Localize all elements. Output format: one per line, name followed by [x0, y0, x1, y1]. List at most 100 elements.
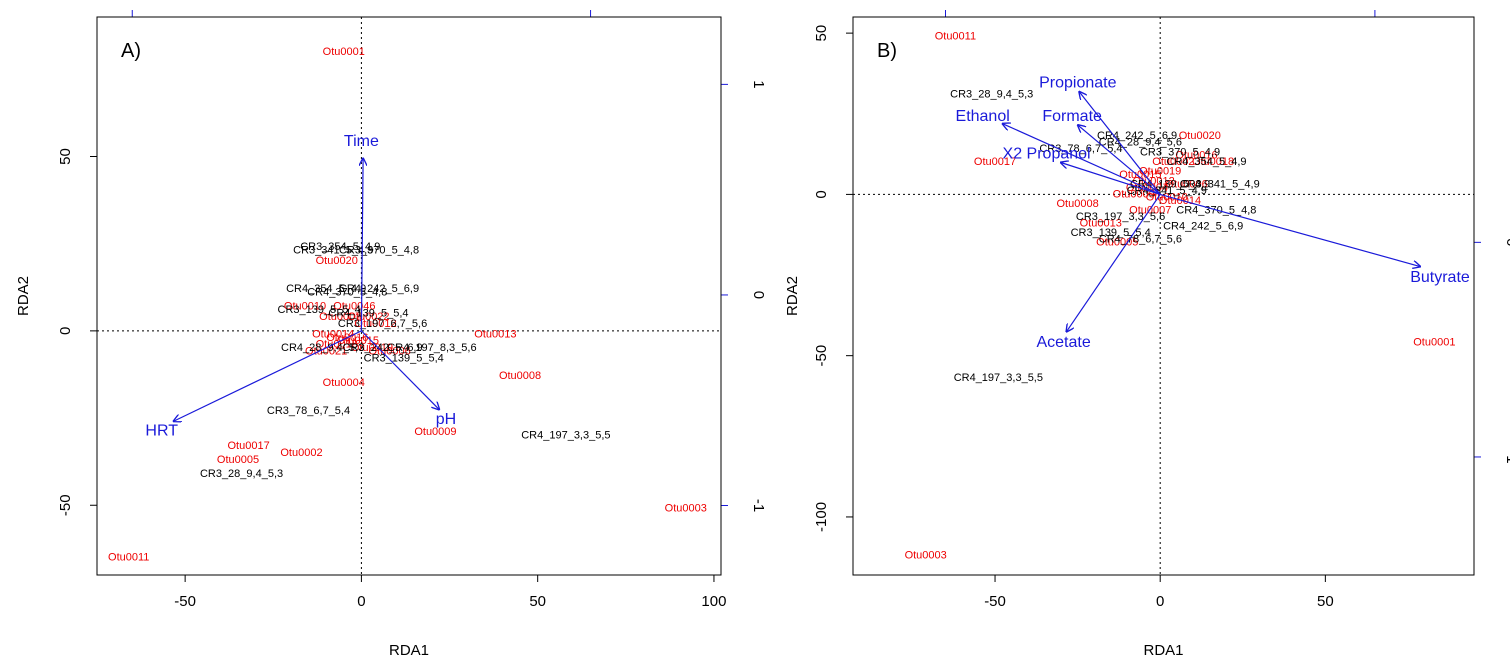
x-axis-label: RDA1 — [1143, 642, 1183, 659]
species-label: Otu0013 — [1080, 217, 1122, 229]
site-label: CR4_242_5_6,9 — [1163, 221, 1243, 233]
species-label: Otu0005 — [217, 454, 259, 466]
x-tick-label: 50 — [1317, 593, 1334, 610]
biplot-arrow — [1003, 124, 1161, 195]
y-tick-label: -100 — [813, 502, 830, 532]
species-label: Otu0006 — [1166, 179, 1208, 191]
y-axis-label: RDA2 — [784, 276, 801, 316]
species-label: Otu0012 — [1132, 175, 1174, 187]
biplot-label: Acetate — [1036, 334, 1090, 351]
right-axis-tick-label: 1 — [750, 80, 767, 88]
plot-frame — [852, 16, 1475, 576]
biplot-label: Ethanol — [956, 108, 1010, 125]
species-label: Otu0014 — [312, 328, 354, 340]
species-label: Otu0021 — [305, 346, 347, 358]
site-label: CR3_139_5_5,4 — [1071, 227, 1151, 239]
species-label: Otu0012 — [354, 318, 396, 330]
site-label: CR4_28_9,4_5,6 — [1099, 137, 1182, 149]
species-label: Otu0008 — [499, 370, 541, 382]
species-label: Otu0014 — [1159, 195, 1201, 207]
panel-label: B) — [877, 40, 897, 62]
site-label: CR4_139_5_5,4 — [328, 307, 408, 319]
biplot-label: X2 Propanol — [1003, 145, 1091, 162]
site-label: CR3_28_9,4_5,3 — [950, 88, 1033, 100]
site-label: CR4_78_6,7_5,6 — [1099, 233, 1182, 245]
species-label: Otu0019 — [1139, 166, 1181, 178]
species-label: Otu0005 — [1096, 237, 1138, 249]
site-label: CR4_28_9,4_5,3 — [281, 342, 364, 354]
biplot-arrow — [1160, 193, 1420, 266]
biplot-label: Formate — [1042, 108, 1102, 125]
site-label: CR3_370_5_4,9 — [1140, 146, 1220, 158]
panel-b: -1 0 -50 0 50 -100 -50 0 50 RDA1 RDA2 B) Otu0011 Otu0… — [784, 10, 1510, 659]
y-tick-label: -50 — [813, 345, 830, 367]
site-label: CR3_341_5_4,9 — [293, 245, 373, 257]
right-axis-tick-label: -1 — [1503, 450, 1510, 463]
y-tick-label: 50 — [57, 148, 74, 165]
site-label: CR4_354_5_4,9 — [1166, 156, 1246, 168]
biplot-label: Propionate — [1039, 75, 1116, 92]
species-label: Otu0004 — [323, 377, 365, 389]
species-label: Otu0002 — [280, 447, 322, 459]
biplot-arrow — [1061, 162, 1161, 195]
species-label: Otu0020 — [316, 255, 358, 267]
plot-frame — [96, 16, 722, 576]
species-label: Otu0016 — [1175, 150, 1217, 162]
y-tick-label: 0 — [57, 327, 74, 335]
species-label: Otu0010 — [284, 300, 326, 312]
species-label: Otu0003 — [905, 550, 947, 562]
species-label: Otu0009 — [1113, 188, 1155, 200]
species-label: Otu0018 — [1192, 156, 1234, 168]
species-label: Otu0017 — [974, 156, 1016, 168]
biplot-label: HRT — [145, 423, 178, 440]
species-label: Otu0008 — [1057, 198, 1099, 210]
species-label: Otu0017 — [227, 440, 269, 452]
species-label: Otu0046 — [333, 300, 375, 312]
species-label: Otu0001 — [323, 46, 365, 58]
y-axis-label: RDA2 — [15, 276, 32, 316]
biplot-arrow — [1078, 125, 1161, 195]
species-label: Otu0015 — [1119, 169, 1161, 181]
species-label: Otu0003 — [665, 503, 707, 515]
site-label: CR3_197_3,3_5,6 — [1076, 211, 1165, 223]
species-label: Otu0011 — [108, 551, 149, 563]
species-label: Otu0007 — [319, 311, 361, 323]
biplot-label: Time — [344, 133, 379, 150]
right-axis-tick-label: 0 — [1503, 238, 1510, 246]
site-label: CR4_242_5_6,9 — [339, 283, 419, 295]
y-tick-label: 0 — [813, 190, 830, 198]
species-label: Otu0001 — [1413, 337, 1455, 349]
right-axis-tick-label: 0 — [750, 291, 767, 299]
y-tick-label: 50 — [813, 25, 830, 42]
site-label: CR4_370_5_4,8 — [307, 286, 387, 298]
biplot-arrow — [174, 330, 362, 421]
site-label: CR4_197_3,3_5,5 — [954, 372, 1043, 384]
species-label: Otu0007 — [1129, 204, 1171, 216]
site-label: CR3_242_5_6,9 — [342, 342, 422, 354]
site-label: CR3_28_9,4_5,3 — [200, 468, 283, 480]
x-tick-label: 100 — [701, 593, 726, 610]
biplot-arrow — [1079, 92, 1161, 195]
species-label: Otu0009 — [414, 426, 456, 438]
site-label: CR4_197_3,3_5,5 — [521, 429, 610, 441]
right-axis-tick-label: -1 — [750, 499, 767, 512]
x-axis-label: RDA1 — [389, 642, 429, 659]
species-label: Otu0011 — [935, 30, 976, 42]
species-label: Otu0002 — [1152, 156, 1194, 168]
site-label: CR3_139_5_5_4 — [278, 304, 361, 316]
biplot-arrow — [361, 158, 363, 331]
site-label: CR3_139_5_5,4 — [364, 353, 444, 365]
site-label: CR4_354_5_4,9 — [286, 283, 366, 295]
y-tick-label: -50 — [57, 494, 74, 516]
biplot-label: pH — [436, 411, 456, 428]
x-tick-label: 0 — [1156, 593, 1164, 610]
species-label: Otu0013 — [474, 328, 516, 340]
site-label: CR3_354_5_4,9 — [300, 241, 380, 253]
x-tick-label: 0 — [357, 593, 365, 610]
panel-label: A) — [121, 40, 141, 62]
biplot-label: Butyrate — [1410, 269, 1470, 286]
site-label: CR3_370_5_4,8 — [339, 245, 419, 257]
biplot-arrow — [1066, 194, 1161, 331]
